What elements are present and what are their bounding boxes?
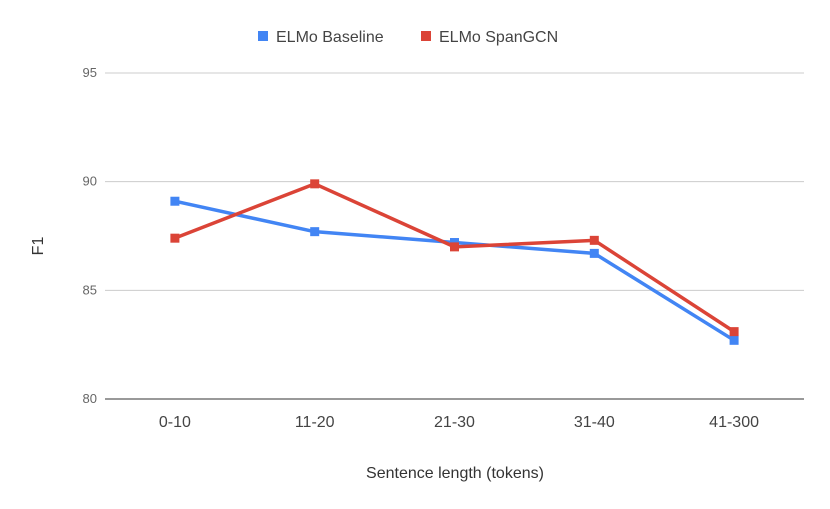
x-axis-title: Sentence length (tokens) — [366, 465, 544, 482]
data-point — [170, 233, 180, 243]
y-tick-label: 85 — [83, 282, 97, 297]
series-elmo-baseline — [170, 196, 739, 345]
series-line — [174, 182, 736, 334]
data-point — [729, 327, 739, 337]
legend-label-spangcn: ELMo SpanGCN — [439, 29, 558, 46]
legend: ELMo Baseline ELMo SpanGCN — [258, 29, 558, 46]
legend-swatch-baseline — [258, 31, 268, 41]
series-line — [174, 199, 736, 342]
data-point — [170, 196, 180, 206]
legend-swatch-spangcn — [421, 31, 431, 41]
x-tick-label: 11-20 — [295, 414, 335, 431]
gridlines — [105, 72, 804, 400]
x-tick-label: 0-10 — [159, 414, 191, 431]
series-lines — [170, 179, 739, 345]
y-axis-title: F1 — [30, 237, 47, 256]
data-point — [589, 248, 599, 258]
y-tick-label: 80 — [83, 391, 97, 406]
data-point — [729, 335, 739, 345]
x-tick-label: 21-30 — [434, 414, 475, 431]
x-tick-label: 41-300 — [709, 414, 759, 431]
legend-label-baseline: ELMo Baseline — [276, 29, 384, 46]
data-point — [310, 179, 320, 189]
y-tick-label: 90 — [83, 174, 97, 189]
y-axis-ticks: 80 85 90 95 — [83, 65, 97, 406]
data-point — [589, 235, 599, 245]
data-point — [450, 242, 459, 252]
x-tick-label: 31-40 — [574, 414, 615, 431]
data-point — [310, 227, 320, 237]
series-elmo-spangcn — [170, 179, 739, 337]
x-axis-ticks: 0-10 11-20 21-30 31-40 41-300 — [159, 414, 759, 431]
y-tick-label: 95 — [83, 65, 97, 80]
